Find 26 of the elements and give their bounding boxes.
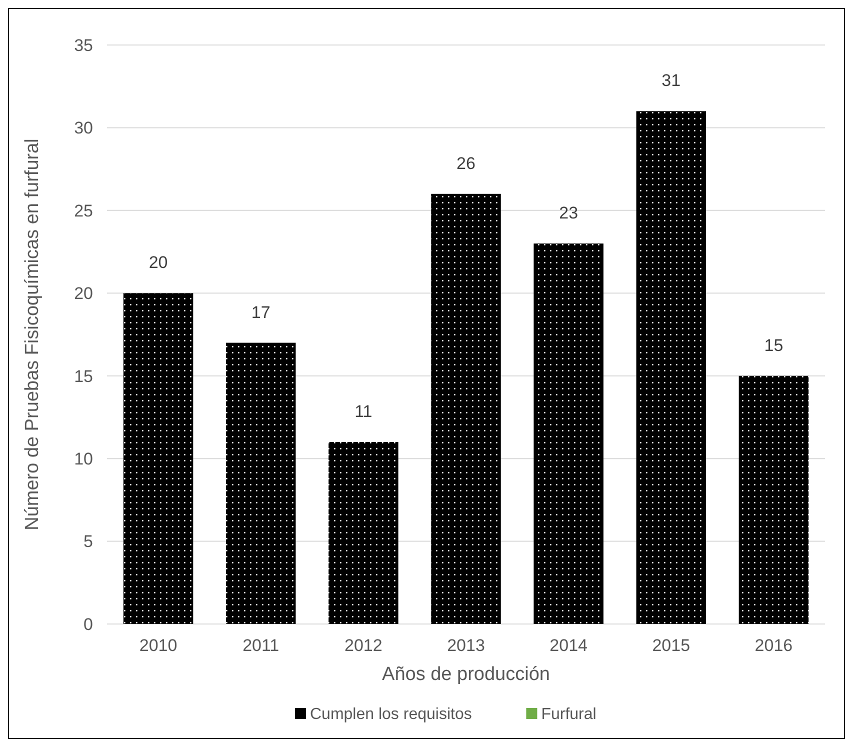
y-tick-label: 35 [74,36,93,55]
y-tick-label: 15 [74,366,93,386]
y-tick-label: 0 [84,614,93,634]
y-axis-title: Número de Pruebas Fisicoquímicas en furfural [22,138,43,530]
x-tick-label: 2010 [139,636,178,655]
data-label: 31 [662,71,681,90]
y-tick-label: 20 [74,284,93,304]
x-tick-label: 2016 [754,636,793,655]
x-tick-label: 2014 [550,636,588,655]
data-label: 15 [764,336,784,355]
y-tick-label: 30 [74,118,93,138]
x-axis-title: Años de producción [382,664,550,685]
legend-label: Cumplen los requisitos [310,706,472,723]
x-tick-label: 2011 [242,636,280,655]
x-tick-label: 2015 [652,636,690,655]
y-tick-label: 25 [74,201,93,220]
data-label: 23 [559,204,578,223]
legend-label: Furfural [541,706,596,723]
x-tick-label: 2012 [344,636,382,655]
y-tick-label: 5 [84,532,93,552]
data-label: 20 [148,253,168,272]
data-label: 26 [456,154,476,173]
data-label: 17 [251,302,270,322]
y-tick-label: 10 [74,450,93,469]
data-label: 11 [354,402,372,422]
x-tick-label: 2013 [447,636,485,655]
